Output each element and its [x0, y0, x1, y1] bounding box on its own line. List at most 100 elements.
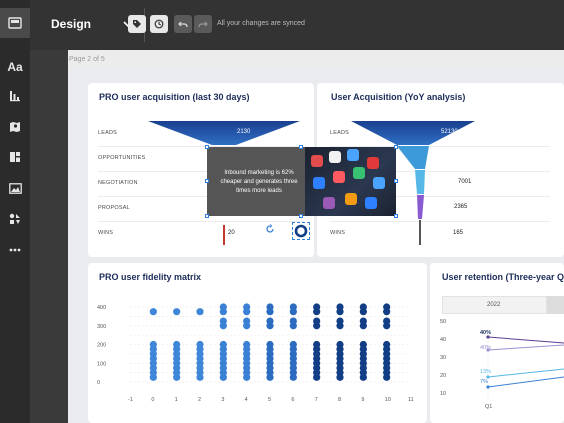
wins-value: 20: [228, 230, 235, 236]
scatter-point: [336, 308, 344, 316]
templates-icon[interactable]: [0, 8, 30, 38]
resize-handle[interactable]: [394, 145, 398, 149]
history-button[interactable]: [150, 15, 168, 33]
scatter-point: [313, 308, 321, 316]
yoy-acquisition-card[interactable]: User Acquisition (YoY analysis) LEADS WI…: [317, 83, 564, 257]
stage-label: LEADS: [98, 130, 118, 136]
x-tick-label: 0: [151, 397, 154, 403]
scatter-point: [173, 373, 181, 381]
row-divider: [330, 196, 550, 197]
year-tab-2022[interactable]: 2022: [442, 296, 547, 314]
retention-card[interactable]: User retention (Three-year Qua 2022 50 4…: [430, 263, 564, 423]
series-line: [487, 376, 564, 388]
scatter-point: [243, 322, 251, 330]
scatter-point: [266, 373, 274, 381]
scatter-point: [383, 322, 391, 330]
row-divider: [330, 146, 550, 147]
shapes-icon[interactable]: [0, 204, 30, 234]
funnel-stage-wins: [223, 225, 225, 245]
funnel-value: 12643: [439, 154, 456, 160]
refresh-icon[interactable]: [265, 224, 275, 234]
funnel-stage-proposal: [417, 195, 424, 219]
scatter-point: [289, 373, 297, 381]
row-divider: [98, 196, 304, 197]
resize-handle[interactable]: [205, 179, 209, 183]
yoy-funnel: [351, 121, 475, 245]
stage-label: WINS: [330, 230, 346, 236]
redo-button[interactable]: [194, 15, 212, 33]
x-tick-label: 4: [245, 397, 248, 403]
y-tick: 30: [440, 355, 447, 361]
loading-ring-icon[interactable]: [294, 224, 308, 238]
scatter-point: [359, 322, 367, 330]
text-icon[interactable]: Aa: [7, 60, 23, 74]
scatter-point: [243, 373, 251, 381]
resize-handle[interactable]: [394, 214, 398, 218]
data-label: 40%: [480, 345, 492, 351]
dashboard-page[interactable]: PRO user acquisition (last 30 days) LEAD…: [69, 67, 564, 423]
selection-box: [292, 222, 310, 240]
leads-value: 2130: [237, 129, 251, 135]
page-indicator: Page 2 of 5: [69, 56, 105, 63]
scatter-point: [219, 373, 227, 381]
resize-handle[interactable]: [299, 214, 303, 218]
tag-button[interactable]: [128, 15, 146, 33]
scatter-point: [383, 308, 391, 316]
card-title: User retention (Three-year Qua: [442, 272, 564, 282]
scatter-point: [359, 373, 367, 381]
layout-icon[interactable]: [0, 142, 30, 172]
undo-button[interactable]: [174, 15, 192, 33]
scatter-point: [336, 373, 344, 381]
series-line: [487, 368, 564, 378]
x-tick-label: 11: [408, 397, 414, 403]
card-title: User Acquisition (YoY analysis): [331, 92, 466, 102]
top-toolbar: Design All your changes are synced: [30, 0, 564, 50]
more-icon[interactable]: [0, 235, 30, 265]
y-tick-label: 400: [97, 305, 106, 311]
pro-acquisition-card[interactable]: PRO user acquisition (last 30 days) LEAD…: [88, 83, 314, 257]
canvas-gutter: [30, 50, 68, 423]
funnel-stage-wins: [419, 220, 421, 245]
y-tick: 20: [440, 373, 447, 379]
scatter-point: [243, 308, 251, 316]
fidelity-matrix-card[interactable]: PRO user fidelity matrix 400 300 200 100 0 -1…: [88, 263, 427, 423]
resize-handle[interactable]: [205, 145, 209, 149]
stage-label: NEGOTIATION: [98, 180, 138, 186]
x-tick-label: 6: [291, 397, 294, 403]
scatter-point: [219, 308, 227, 316]
phone-apps-image: [305, 147, 396, 216]
tooltip-text: Inbound marketing is 62% cheaper and gen…: [220, 170, 298, 194]
funnel-stage-opportunities: [397, 146, 429, 169]
scatter-point: [196, 373, 204, 381]
card-title: PRO user acquisition (last 30 days): [99, 92, 250, 102]
data-label: 13%: [480, 369, 492, 375]
resize-handle[interactable]: [394, 179, 398, 183]
funnel-value: 165: [453, 230, 464, 236]
funnel-value: 52130: [441, 129, 458, 135]
tag-icon: [133, 20, 141, 28]
x-tick-label: -1: [128, 397, 133, 403]
marketing-tooltip[interactable]: Inbound marketing is 62% cheaper and gen…: [207, 147, 396, 216]
design-mode-label[interactable]: Design: [51, 17, 92, 31]
funnel-stage-negotiation: [415, 170, 425, 194]
data-label: 7%: [480, 379, 488, 385]
scatter-point: [383, 373, 391, 381]
x-tick-label: 1: [175, 397, 178, 403]
row-divider: [330, 171, 550, 172]
sync-status: All your changes are synced: [217, 20, 305, 27]
phone-apps-photo-icon: [311, 149, 385, 209]
resize-handle[interactable]: [299, 145, 303, 149]
resize-handle[interactable]: [205, 214, 209, 218]
y-tick: 40: [440, 337, 447, 343]
retention-line-chart: [486, 325, 564, 401]
year-tab-next[interactable]: [547, 296, 564, 314]
row-divider: [330, 221, 550, 222]
map-icon[interactable]: [0, 111, 30, 141]
bar-chart-icon[interactable]: [0, 81, 30, 111]
y-tick-label: 200: [97, 343, 106, 349]
scatter-point: [219, 322, 227, 330]
x-tick-label: 7: [315, 397, 318, 403]
x-tick-label: 10: [385, 397, 391, 403]
image-icon[interactable]: [0, 173, 30, 203]
x-tick-label: 8: [338, 397, 341, 403]
